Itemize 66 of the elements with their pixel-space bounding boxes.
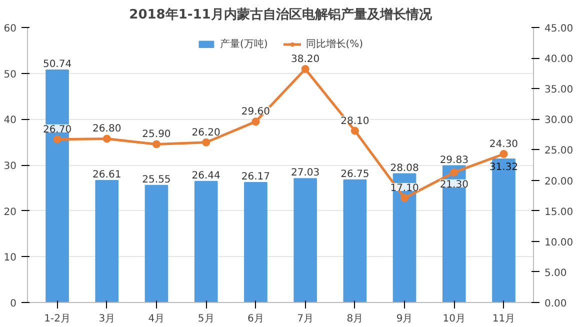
data-label: 29.60 — [241, 106, 270, 118]
data-label: 50.74 — [42, 58, 72, 70]
y2-tick-label: 5.00 — [544, 268, 567, 279]
y-tick-label: 0 — [10, 298, 17, 310]
y-tick-label: 50 — [4, 69, 17, 80]
point — [400, 194, 409, 202]
data-label: 26.20 — [192, 127, 220, 138]
legend-label: 产量(万吨) — [220, 38, 268, 51]
data-label: 26.61 — [92, 170, 122, 181]
y2-tick-label: 0.00 — [544, 298, 567, 310]
x-tick-label: 6月 — [248, 314, 264, 324]
data-label: 28.10 — [340, 116, 370, 127]
point — [102, 134, 111, 143]
point — [53, 135, 62, 144]
chart-title: 2018年1-11月内蒙古自治区电解铝产量及增长情况 — [129, 6, 433, 22]
bar — [46, 69, 69, 302]
x-tick-label: 10月 — [442, 314, 466, 324]
bar — [294, 178, 317, 302]
y2-tick-label: 40.00 — [544, 54, 574, 66]
x-tick-label: 3月 — [98, 314, 116, 324]
y-tick-label: 10 — [4, 252, 17, 264]
data-label: 24.30 — [489, 139, 518, 150]
data-label: 27.03 — [290, 168, 320, 179]
y2-tick-label: 45.00 — [544, 24, 574, 34]
data-label: 26.75 — [340, 168, 370, 180]
data-label: 25.55 — [142, 174, 171, 186]
x-tick-label: 11月 — [492, 314, 516, 324]
y2-tick-label: 30.00 — [544, 115, 574, 126]
point — [301, 65, 310, 74]
data-label: 25.90 — [142, 129, 171, 140]
y2-tick-label: 35.00 — [544, 84, 574, 96]
bar — [442, 165, 466, 302]
x-tick-label: 8月 — [346, 314, 364, 324]
x-tick-label: 9月 — [396, 314, 413, 324]
point — [500, 150, 508, 158]
x-tick-label: 5月 — [198, 314, 214, 324]
y-tick-label: 60 — [4, 24, 17, 34]
bar — [244, 182, 268, 302]
data-label: 26.80 — [92, 124, 122, 135]
point — [252, 118, 260, 126]
data-label: 28.08 — [390, 162, 419, 174]
bar — [492, 158, 516, 302]
y-tick-label: 30 — [4, 161, 17, 172]
bar — [343, 179, 367, 302]
bar — [144, 184, 168, 302]
point — [450, 168, 458, 176]
y2-tick-label: 20.00 — [544, 176, 574, 188]
x-tick-label: 1-2月 — [44, 314, 70, 324]
y2-tick-label: 10.00 — [544, 237, 574, 248]
point — [350, 126, 359, 135]
data-label: 38.20 — [290, 54, 320, 66]
bar — [392, 173, 416, 302]
data-label: 26.44 — [192, 170, 220, 182]
bar — [95, 180, 119, 302]
y-tick-label: 40 — [4, 115, 17, 126]
y-tick-label: 20 — [4, 206, 17, 218]
x-tick-label: 7月 — [297, 314, 314, 324]
data-label: 26.17 — [241, 172, 270, 183]
bar — [194, 180, 218, 302]
x-tick-label: 4月 — [148, 314, 165, 324]
y2-tick-label: 25.00 — [544, 146, 574, 157]
data-label: 29.83 — [440, 154, 468, 166]
legend-label: 同比增长(%) — [306, 38, 364, 51]
point — [152, 140, 160, 148]
point — [202, 138, 210, 146]
y2-tick-label: 15.00 — [544, 206, 574, 218]
